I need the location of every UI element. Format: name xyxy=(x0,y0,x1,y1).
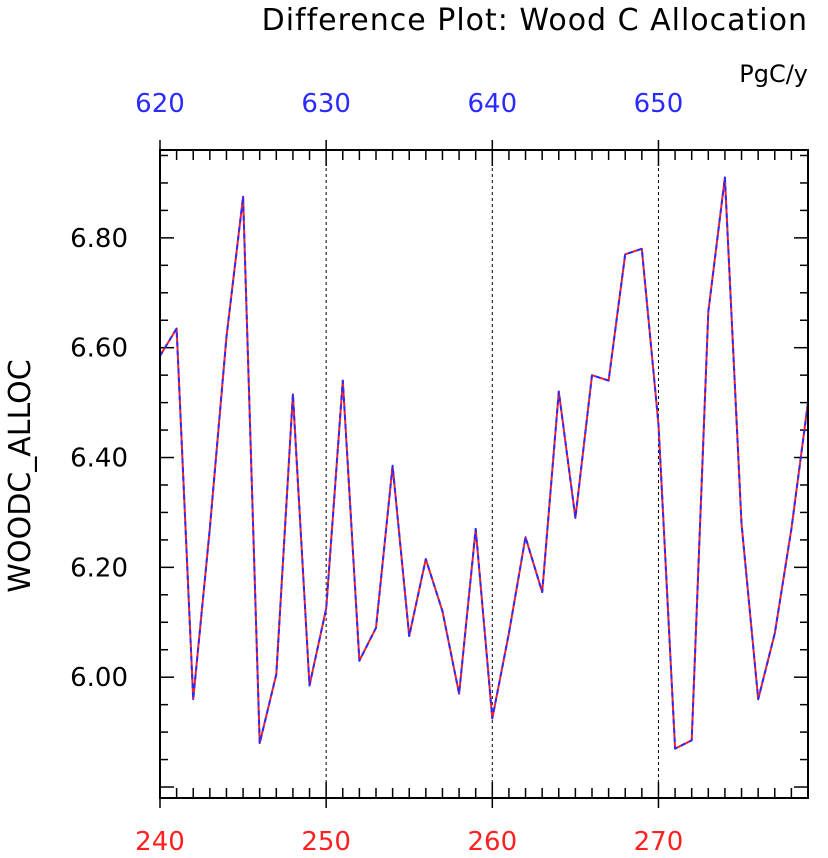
data-point xyxy=(474,528,477,530)
data-point xyxy=(690,739,693,742)
data-point xyxy=(225,335,228,338)
data-point xyxy=(391,464,394,467)
data-point xyxy=(408,635,411,637)
data-point xyxy=(674,747,676,750)
data-point xyxy=(375,626,377,629)
data-point xyxy=(790,528,793,530)
grid-lines xyxy=(325,150,659,798)
data-point xyxy=(242,195,244,198)
data-point xyxy=(441,610,444,613)
data-point xyxy=(641,248,643,250)
data-point xyxy=(258,742,261,744)
data-point xyxy=(574,517,577,519)
data-point xyxy=(591,374,593,376)
y-tick-label: 6.40 xyxy=(70,444,128,474)
series-lines xyxy=(159,176,809,750)
axes: 240 250 260 270 620 630 640 650 6.00 6.20 6.40 6.60… xyxy=(70,89,809,857)
chart-title: Difference Plot: Wood C Allocation xyxy=(262,3,808,38)
x-tick-label-top: 650 xyxy=(634,89,684,119)
y-tick-label: 6.20 xyxy=(70,553,128,583)
data-point xyxy=(209,528,211,530)
y-axis-label: WOODC_ALLOC xyxy=(3,359,38,592)
data-point xyxy=(724,176,726,179)
data-point xyxy=(275,673,278,676)
data-point xyxy=(757,698,759,700)
data-point xyxy=(358,659,361,662)
y-tick-label: 6.80 xyxy=(70,224,128,254)
data-point xyxy=(624,253,627,256)
series-line-1 xyxy=(159,176,809,750)
data-point xyxy=(524,536,527,538)
x-tick-label-bottom: 270 xyxy=(634,827,684,857)
data-point xyxy=(541,591,543,593)
data-point xyxy=(740,522,743,525)
data-point xyxy=(341,379,344,382)
x-tick-label-bottom: 250 xyxy=(301,827,351,857)
data-point xyxy=(707,311,710,313)
data-point xyxy=(607,379,610,382)
units-label: PgC/y xyxy=(739,60,808,88)
data-point xyxy=(325,607,327,610)
data-point xyxy=(508,632,510,635)
data-point xyxy=(192,698,195,700)
x-tick-label-bottom: 240 xyxy=(135,827,185,857)
data-point xyxy=(425,558,427,560)
y-tick-label: 6.60 xyxy=(70,334,128,364)
series-line-0 xyxy=(159,176,809,750)
data-point xyxy=(491,717,494,720)
data-point xyxy=(292,393,294,396)
data-point xyxy=(773,632,776,635)
data-point xyxy=(657,423,660,426)
data-point xyxy=(308,684,311,687)
x-tick-label-top: 620 xyxy=(135,89,185,119)
data-point xyxy=(458,692,460,695)
y-tick-label: 6.00 xyxy=(70,663,128,693)
x-tick-label-bottom: 260 xyxy=(467,827,517,857)
data-point xyxy=(175,327,178,330)
plot-frame xyxy=(159,149,809,799)
data-point xyxy=(557,390,560,393)
x-tick-label-top: 630 xyxy=(301,89,351,119)
x-tick-label-top: 640 xyxy=(467,89,517,119)
